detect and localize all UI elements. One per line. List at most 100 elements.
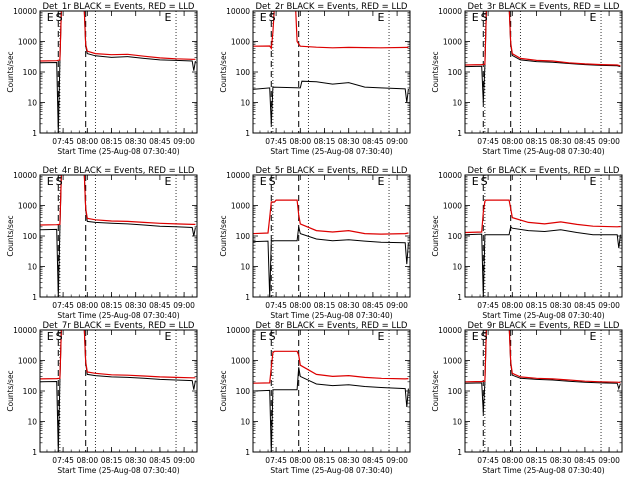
series-group <box>465 11 621 103</box>
panel-det-6: Det_6r BLACK = Events, RED = LLD 1 10 100 10… <box>431 166 623 320</box>
x-tick-label: 08:15 <box>314 456 336 465</box>
interval-marker: E <box>589 330 596 343</box>
series-group <box>465 199 621 297</box>
interval-marker: E <box>47 175 54 188</box>
y-tick-label: 1000 <box>231 38 250 47</box>
plot-frame <box>39 10 198 134</box>
series-group <box>253 199 409 297</box>
interval-marker: E <box>164 330 171 343</box>
interval-marker: S <box>269 11 276 24</box>
y-tick-label: 10000 <box>438 171 462 180</box>
x-tick-label: 07:45 <box>477 456 499 465</box>
y-tick-label: 100 <box>448 68 463 77</box>
x-tick-label: 08:45 <box>149 301 171 310</box>
x-tick-label: 08:30 <box>125 137 147 146</box>
interval-marker: S <box>269 175 276 188</box>
x-tick-label: 08:00 <box>76 137 98 146</box>
x-tick-label: 09:00 <box>598 301 620 310</box>
panel-title: Det_8r BLACK = Events, RED = LLD <box>256 321 408 331</box>
x-tick-label: 08:15 <box>314 137 336 146</box>
series-line-lld <box>40 330 196 380</box>
x-tick-label: 09:00 <box>598 456 620 465</box>
x-tick-label: 09:00 <box>173 456 195 465</box>
reference-lines <box>270 175 390 297</box>
y-tick-label: 1 <box>245 129 250 138</box>
reference-lines <box>57 330 177 452</box>
y-tick-label: 100 <box>448 232 463 241</box>
x-axis-label: Start Time (25-Aug-08 07:30:40) <box>482 466 604 475</box>
x-tick-label: 08:30 <box>550 456 572 465</box>
y-axis-label: Counts/sec <box>6 370 15 411</box>
panel-title: Det_3r BLACK = Events, RED = LLD <box>468 2 620 12</box>
reference-lines <box>270 330 390 452</box>
y-tick-label: 100 <box>236 232 251 241</box>
x-tick-label: 08:15 <box>101 137 123 146</box>
y-tick-label: 10000 <box>226 326 250 335</box>
interval-marker: S <box>481 330 488 343</box>
x-tick-label: 08:45 <box>362 137 384 146</box>
y-tick-label: 10000 <box>438 7 462 16</box>
y-tick-label: 10 <box>240 99 250 108</box>
y-tick-label: 1000 <box>18 357 37 366</box>
x-tick-label: 08:00 <box>501 137 523 146</box>
panel-title: Det_4r BLACK = Events, RED = LLD <box>43 166 195 176</box>
x-tick-label: 08:45 <box>574 137 596 146</box>
series-line-events <box>253 80 409 124</box>
reference-lines <box>57 11 177 133</box>
panel-det-1: Det_1r BLACK = Events, RED = LLD 1 10 100 10… <box>6 2 198 156</box>
y-tick-label: 1 <box>245 448 250 457</box>
panel-det-5: Det_5r BLACK = Events, RED = LLD 1 10 100 10… <box>219 166 411 320</box>
interval-marker: E <box>260 11 267 24</box>
x-tick-label: 07:45 <box>477 137 499 146</box>
plot-frame <box>252 10 411 134</box>
reference-lines <box>57 175 177 297</box>
y-tick-label: 100 <box>448 387 463 396</box>
plot-frame <box>252 174 411 298</box>
x-axis-label: Start Time (25-Aug-08 07:30:40) <box>57 147 179 156</box>
x-axis-label: Start Time (25-Aug-08 07:30:40) <box>482 311 604 320</box>
x-axis-label: Start Time (25-Aug-08 07:30:40) <box>270 311 392 320</box>
y-tick-label: 10000 <box>226 7 250 16</box>
x-tick-label: 09:00 <box>386 456 408 465</box>
x-tick-label: 08:00 <box>289 301 311 310</box>
y-tick-label: 10 <box>240 263 250 272</box>
series-line-events <box>40 330 196 452</box>
y-tick-label: 100 <box>236 68 251 77</box>
x-tick-label: 08:00 <box>501 301 523 310</box>
x-axis-label: Start Time (25-Aug-08 07:30:40) <box>270 466 392 475</box>
series-line-events <box>465 11 621 103</box>
panel-det-8: Det_8r BLACK = Events, RED = LLD 1 10 100 10… <box>219 321 411 475</box>
y-tick-label: 10 <box>27 418 37 427</box>
panel-det-2: Det_2r BLACK = Events, RED = LLD 1 10 100 10… <box>219 2 411 156</box>
plot-frame <box>464 329 623 453</box>
x-tick-label: 08:45 <box>149 137 171 146</box>
x-axis-label: Start Time (25-Aug-08 07:30:40) <box>57 466 179 475</box>
y-tick-label: 10000 <box>226 171 250 180</box>
interval-marker: S <box>56 11 63 24</box>
series-line-events <box>465 225 621 297</box>
interval-marker: E <box>472 11 479 24</box>
x-tick-label: 08:00 <box>289 456 311 465</box>
panel-det-7: Det_7r BLACK = Events, RED = LLD 1 10 100 10… <box>6 321 198 475</box>
x-tick-label: 08:15 <box>101 301 123 310</box>
series-line-events <box>40 11 196 133</box>
interval-marker: E <box>589 175 596 188</box>
panel-title: Det_9r BLACK = Events, RED = LLD <box>468 321 620 331</box>
plot-frame <box>252 329 411 453</box>
reference-lines <box>482 11 602 133</box>
x-tick-label: 08:15 <box>101 456 123 465</box>
x-axis-label: Start Time (25-Aug-08 07:30:40) <box>270 147 392 156</box>
series-line-events <box>465 330 621 413</box>
interval-marker: S <box>269 330 276 343</box>
x-tick-label: 08:30 <box>338 137 360 146</box>
panel-title: Det_6r BLACK = Events, RED = LLD <box>468 166 620 176</box>
series-line-lld <box>253 350 409 384</box>
x-tick-label: 07:45 <box>265 301 287 310</box>
x-tick-label: 07:45 <box>265 137 287 146</box>
x-axis-label: Start Time (25-Aug-08 07:30:40) <box>482 147 604 156</box>
series-line-lld <box>465 330 621 384</box>
y-axis-label: Counts/sec <box>431 370 440 411</box>
series-group <box>40 330 196 452</box>
x-tick-label: 08:00 <box>289 137 311 146</box>
interval-marker: E <box>164 11 171 24</box>
